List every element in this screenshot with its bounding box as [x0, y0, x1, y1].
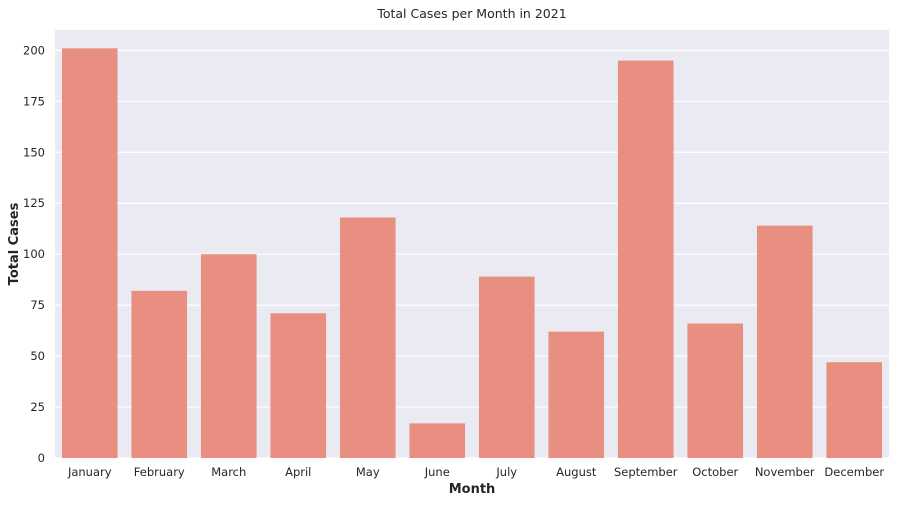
- bar-october: [687, 323, 744, 458]
- bar-december: [826, 362, 883, 458]
- x-tick-label: July: [495, 465, 517, 479]
- bar-august: [548, 331, 605, 458]
- x-tick-label: January: [67, 465, 112, 479]
- y-tick-label: 200: [23, 43, 45, 57]
- y-tick-label: 50: [30, 349, 45, 363]
- x-tick-label: May: [356, 465, 380, 479]
- x-tick-label: December: [824, 465, 884, 479]
- x-tick-label: October: [692, 465, 738, 479]
- bar-january: [61, 48, 118, 458]
- x-tick-label: September: [614, 465, 678, 479]
- bar-may: [339, 217, 396, 458]
- bar-march: [200, 254, 257, 458]
- y-tick-label: 100: [23, 247, 45, 261]
- x-axis-label: Month: [449, 482, 496, 497]
- bar-february: [131, 290, 188, 458]
- y-axis-ticks: 0 25 50 75 100 125 150 175 200: [23, 43, 45, 465]
- x-tick-label: June: [424, 465, 450, 479]
- bar-july: [478, 276, 535, 458]
- y-tick-label: 150: [23, 145, 45, 159]
- x-tick-label: November: [755, 465, 815, 479]
- bar-november: [756, 225, 813, 458]
- x-tick-label: February: [134, 465, 185, 479]
- chart-title: Total Cases per Month in 2021: [376, 6, 566, 21]
- x-tick-label: March: [211, 465, 246, 479]
- y-tick-label: 25: [30, 400, 45, 414]
- grid-lines: [55, 49, 889, 459]
- bars: [61, 48, 883, 458]
- bar-september: [617, 60, 674, 458]
- bar-april: [270, 313, 327, 458]
- y-tick-label: 75: [30, 298, 45, 312]
- x-tick-label: August: [556, 465, 597, 479]
- bar-june: [409, 423, 466, 458]
- y-tick-label: 175: [23, 94, 45, 108]
- y-tick-label: 125: [23, 196, 45, 210]
- x-axis-ticks: January February March April May June July Augu…: [67, 465, 884, 479]
- y-axis-label: Total Cases: [7, 202, 22, 285]
- x-tick-label: April: [285, 465, 311, 479]
- y-tick-label: 0: [38, 451, 45, 465]
